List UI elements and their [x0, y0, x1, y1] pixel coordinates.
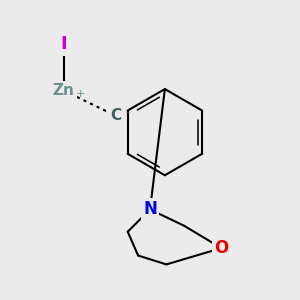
Text: O: O [214, 239, 229, 257]
Text: N: N [143, 200, 157, 218]
Text: I: I [61, 35, 67, 53]
Text: Zn: Zn [53, 83, 75, 98]
Text: -: - [125, 107, 129, 117]
Text: +: + [76, 89, 85, 99]
Text: C: C [110, 108, 122, 123]
